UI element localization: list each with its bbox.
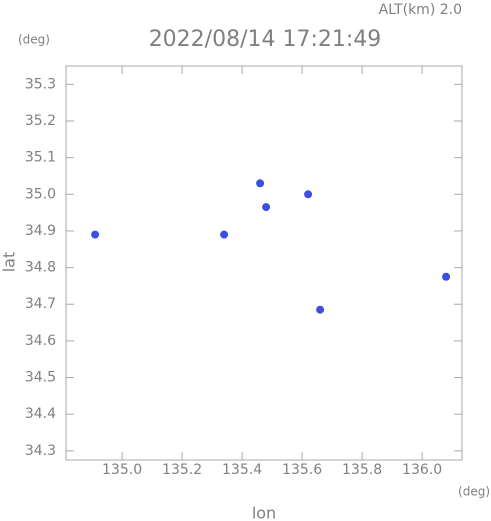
- y-tick-label: 34.4: [25, 406, 56, 422]
- y-tick-label: 34.6: [25, 333, 56, 349]
- y-tick-label: 34.8: [25, 260, 56, 276]
- echo: [220, 230, 229, 239]
- x-tick-label: 135.8: [342, 462, 382, 478]
- x-axis-label: lon: [252, 504, 276, 521]
- y-tick-label: 34.5: [25, 370, 56, 386]
- x-tick-label: 135.0: [102, 462, 142, 478]
- y-tick-label: 35.1: [25, 150, 56, 166]
- chart-title: 2022/08/14 17:21:49: [149, 27, 382, 52]
- y-axis-label: lat: [0, 252, 19, 273]
- x-unit: (deg): [458, 485, 490, 499]
- plot-frame: [65, 65, 463, 461]
- echo: [316, 305, 325, 314]
- altitude-label: ALT(km) 2.0: [379, 2, 462, 18]
- x-tick-label: 135.4: [222, 462, 262, 478]
- y-tick-label: 35.0: [25, 186, 56, 202]
- y-tick-label: 35.2: [25, 113, 56, 129]
- y-tick-label: 34.7: [25, 296, 56, 312]
- echo: [256, 179, 265, 188]
- x-tick-label: 135.2: [162, 462, 202, 478]
- echo: [262, 203, 271, 212]
- y-tick-label: 34.9: [25, 223, 56, 239]
- echo: [304, 190, 313, 199]
- x-tick-label: 135.6: [282, 462, 322, 478]
- y-tick-label: 35.3: [25, 76, 56, 92]
- echo: [91, 230, 100, 239]
- y-unit: (deg): [18, 33, 50, 47]
- echo: [442, 272, 451, 281]
- y-tick-label: 34.3: [25, 443, 56, 459]
- x-tick-label: 136.0: [402, 462, 442, 478]
